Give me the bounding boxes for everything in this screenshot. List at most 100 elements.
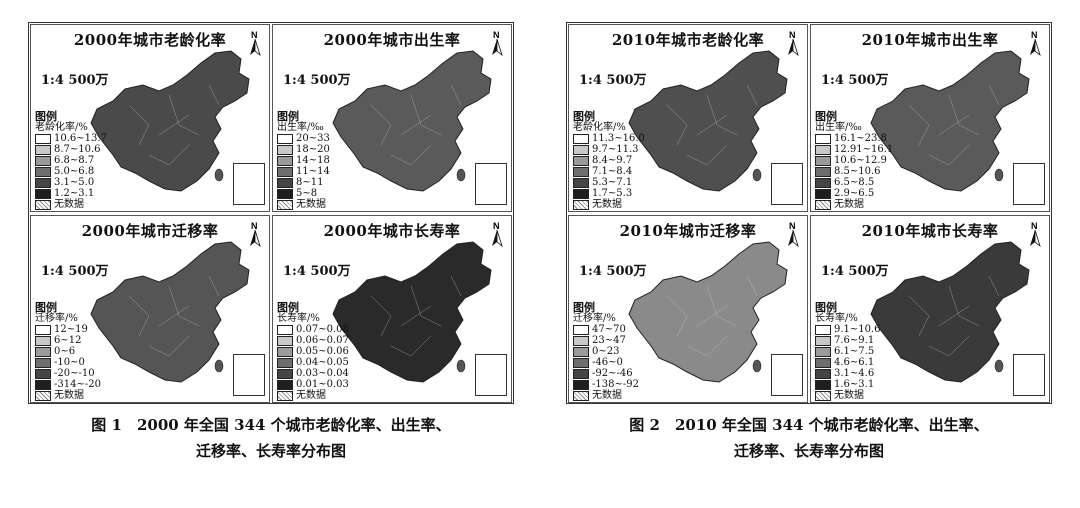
china-choropleth-map	[332, 241, 492, 383]
legend-label: 1.2~3.1	[54, 188, 95, 199]
legend-label: 1.7~5.3	[592, 188, 633, 199]
legend-label: 0.06~0.07	[296, 335, 349, 346]
legend-label: -20~-10	[54, 368, 95, 379]
legend-item: 0.04~0.05	[277, 357, 349, 368]
legend-swatch	[573, 346, 589, 357]
legend-swatch	[815, 324, 831, 335]
legend-swatch	[277, 368, 293, 379]
legend-label: 8.5~10.6	[834, 166, 881, 177]
legend-swatch	[277, 144, 293, 155]
legend-label: 47~70	[592, 324, 626, 335]
legend-item: 10.6~12.9	[815, 155, 887, 166]
north-arrow-icon: N	[788, 30, 799, 57]
map-legend: 图例 老龄化率/% 11.3~16.0 9.7~11.3 8.4~9.7	[573, 111, 645, 210]
legend-label: -314~-20	[54, 379, 101, 390]
legend-subtitle: 长寿率/%	[815, 313, 858, 324]
legend-swatch	[35, 177, 51, 188]
legend-subtitle: 老龄化率/%	[573, 122, 626, 133]
legend-swatch	[277, 379, 293, 390]
map-scale: 1:4 500万	[579, 264, 647, 279]
legend-swatch	[35, 155, 51, 166]
legend-label: 11.3~16.0	[592, 133, 645, 144]
legend-item-nodata: 无数据	[277, 199, 349, 210]
legend-item: 47~70	[573, 324, 645, 335]
legend-swatch	[815, 335, 831, 346]
legend-swatch	[35, 144, 51, 155]
china-choropleth-map	[870, 50, 1030, 192]
nodata-swatch	[35, 390, 51, 401]
legend-item: 10.6~13.7	[35, 133, 107, 144]
legend-item: 0~23	[573, 346, 645, 357]
legend-subtitle: 出生率/‰	[277, 122, 324, 133]
north-arrow-icon: N	[1030, 30, 1041, 57]
legend-item: 6~12	[35, 335, 107, 346]
legend-label: 4.6~6.1	[834, 357, 875, 368]
legend-label: 1.6~3.1	[834, 379, 875, 390]
legend-label: 0.03~0.04	[296, 368, 349, 379]
china-choropleth-map	[90, 241, 250, 383]
legend-label: 18~20	[296, 144, 330, 155]
legend-swatch	[815, 177, 831, 188]
legend-item-nodata: 无数据	[35, 199, 107, 210]
svg-text:N: N	[493, 221, 500, 231]
map-panel: 2010年城市出生率 1:4 500万 N 图例 出生率/‰	[810, 24, 1050, 212]
legend-label: 2.9~6.5	[834, 188, 875, 199]
legend-item: 5~8	[277, 188, 349, 199]
legend-swatch	[815, 346, 831, 357]
nodata-swatch	[35, 199, 51, 210]
legend-label: 23~47	[592, 335, 626, 346]
map-panel: 2000年城市出生率 1:4 500万 N 图例 出生率/‰	[272, 24, 512, 212]
legend-swatch	[35, 133, 51, 144]
caption-line-2: 迁移率、长寿率分布图	[733, 442, 884, 460]
legend-swatch	[815, 368, 831, 379]
legend-label: 14~18	[296, 155, 330, 166]
legend-item: -46~0	[573, 357, 645, 368]
map-title: 2010年城市出生率	[861, 31, 999, 49]
legend-swatch	[815, 357, 831, 368]
legend-item: 1.7~5.3	[573, 188, 645, 199]
north-arrow-icon: N	[250, 221, 261, 248]
map-panel: 2000年城市长寿率 1:4 500万 N 图例 长寿率/%	[272, 215, 512, 403]
legend-label: 无数据	[592, 390, 622, 401]
legend-item: 6.8~8.7	[35, 155, 107, 166]
map-panel: 2010年城市迁移率 1:4 500万 N 图例 迁移率/%	[568, 215, 808, 403]
north-arrow-icon: N	[492, 221, 503, 248]
map-title: 2000年城市出生率	[323, 31, 461, 49]
nodata-swatch	[277, 199, 293, 210]
legend-item: 7.6~9.1	[815, 335, 887, 346]
legend-item: 0.05~0.06	[277, 346, 349, 357]
legend-swatch	[35, 368, 51, 379]
legend-swatch	[277, 155, 293, 166]
nodata-swatch	[815, 199, 831, 210]
caption-line-2: 迁移率、长寿率分布图	[195, 442, 346, 460]
legend-item: 8.7~10.6	[35, 144, 107, 155]
legend-label: 5.0~6.8	[54, 166, 95, 177]
legend-swatch	[573, 133, 589, 144]
legend-item: 3.1~5.0	[35, 177, 107, 188]
china-choropleth-map	[628, 241, 788, 383]
legend-swatch	[573, 188, 589, 199]
legend-item: 2.9~6.5	[815, 188, 887, 199]
north-arrow-icon: N	[492, 30, 503, 57]
legend-swatch	[573, 379, 589, 390]
legend-item: 5.0~6.8	[35, 166, 107, 177]
legend-label: 6.5~8.5	[834, 177, 875, 188]
figure-1-caption: 图 1 2000 年全国 344 个城市老龄化率、出生率、 迁移率、长寿率分布图	[28, 412, 514, 464]
map-panel: 2010年城市长寿率 1:4 500万 N 图例 长寿率/%	[810, 215, 1050, 403]
legend-item: 20~33	[277, 133, 349, 144]
legend-item: 4.6~6.1	[815, 357, 887, 368]
legend-item-nodata: 无数据	[277, 390, 349, 401]
legend-label: 16.1~23.8	[834, 133, 887, 144]
legend-swatch	[815, 144, 831, 155]
legend-item: 0~6	[35, 346, 107, 357]
china-choropleth-map	[628, 50, 788, 192]
legend-item-nodata: 无数据	[573, 390, 645, 401]
legend-label: -10~0	[54, 357, 85, 368]
map-legend: 图例 出生率/‰ 20~33 18~20 14~18	[277, 111, 349, 210]
legend-title: 图例	[35, 301, 57, 314]
legend-swatch	[35, 357, 51, 368]
legend-label: 8.4~9.7	[592, 155, 633, 166]
legend-item: 1.6~3.1	[815, 379, 887, 390]
china-choropleth-map	[90, 50, 250, 192]
svg-text:N: N	[1031, 221, 1038, 231]
